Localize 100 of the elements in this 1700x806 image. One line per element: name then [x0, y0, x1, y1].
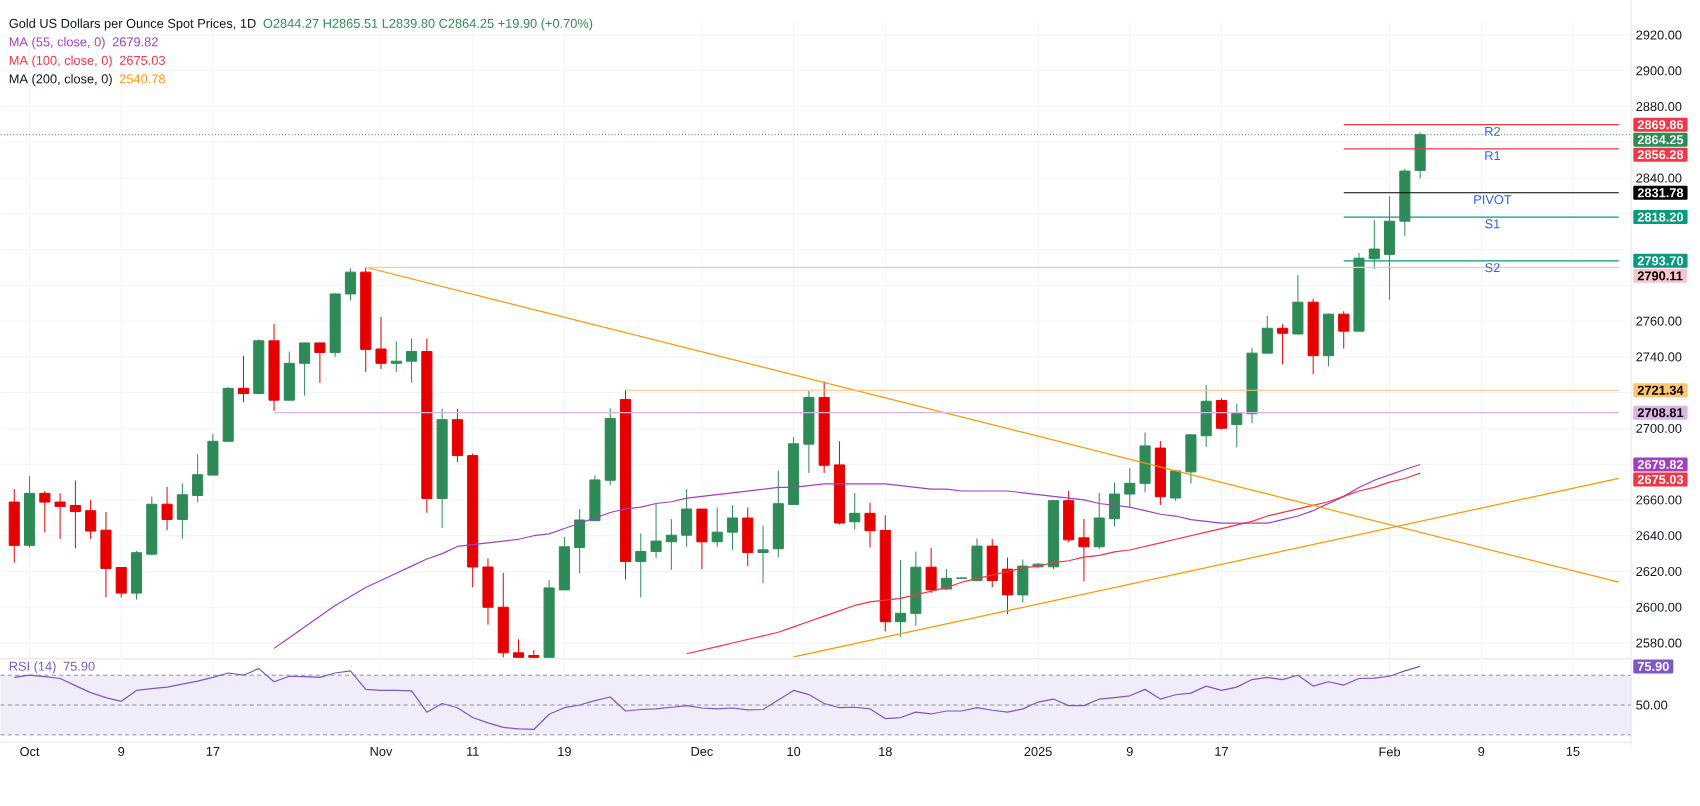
x-tick-label: 9 — [1126, 746, 1133, 756]
candlestick — [237, 355, 250, 403]
candlestick — [1200, 384, 1212, 448]
candlestick — [253, 338, 265, 394]
candlestick — [528, 649, 540, 658]
candlestick — [665, 518, 677, 571]
candlestick — [130, 550, 143, 600]
annotation: 2675.03 — [119, 55, 165, 65]
candlestick — [1093, 492, 1105, 550]
candlestick — [467, 452, 479, 588]
annotation: R1 — [1485, 151, 1500, 160]
candlestick — [360, 266, 372, 373]
y-tick-label: 2600.00 — [1636, 602, 1682, 612]
y-tick-label: 2869.86 — [1637, 120, 1684, 130]
candlestick — [1215, 397, 1228, 430]
candlestick — [1384, 195, 1396, 301]
x-tick-label: 9 — [118, 746, 125, 756]
y-tick-label: 2880.00 — [1636, 101, 1682, 111]
candlestick — [1170, 470, 1182, 502]
candlestick — [1124, 467, 1136, 508]
candlestick — [1246, 347, 1258, 424]
y-tick-label: 2675.03 — [1637, 474, 1684, 484]
x-tick-label: 15 — [1566, 746, 1580, 756]
candlestick — [833, 440, 845, 525]
y-tick-label: 75.90 — [1637, 661, 1669, 671]
candlestick — [161, 486, 173, 531]
candlestick — [1368, 219, 1380, 270]
candlestick — [1154, 440, 1166, 506]
candlestick — [742, 506, 754, 567]
candlestick — [23, 475, 36, 548]
candlestick — [329, 292, 341, 358]
candlestick — [650, 503, 662, 559]
x-tick-label: 11 — [467, 746, 479, 756]
candlestick — [421, 337, 433, 514]
x-tick-label: 9 — [1478, 746, 1485, 756]
y-tick-label: 2920.00 — [1636, 30, 1682, 40]
candlestick — [910, 550, 922, 627]
candlestick — [1277, 323, 1289, 365]
candlestick — [192, 453, 204, 503]
candlestick — [314, 341, 326, 384]
candlestick — [8, 488, 20, 564]
y-tick-label: 2740.00 — [1636, 352, 1682, 362]
x-tick-label: Nov — [370, 746, 393, 756]
series-label: RSI (14) — [9, 661, 56, 674]
candlestick — [1047, 499, 1059, 570]
candlestick — [879, 514, 891, 632]
candlestick — [283, 350, 295, 401]
candlestick — [1108, 481, 1121, 527]
candlestick — [864, 502, 876, 548]
candlestick — [726, 504, 739, 551]
chart-subtitle: O2844.27 H2865.51 L2839.80 C2864.25 +19.90 (+0.70%) — [263, 18, 593, 31]
candlestick — [115, 566, 127, 598]
y-tick-label: 2580.00 — [1636, 638, 1682, 648]
candlestick — [604, 407, 616, 486]
y-tick-label: 2831.78 — [1637, 188, 1684, 198]
candlestick — [1353, 252, 1365, 332]
candlestick — [619, 389, 632, 580]
y-tick-label: 2856.28 — [1637, 150, 1684, 160]
y-tick-label: 2620.00 — [1636, 566, 1682, 576]
candlestick — [1017, 558, 1029, 603]
candlestick — [818, 380, 830, 474]
text: MA (55, close, 0) — [9, 36, 105, 49]
y-tick-label: 2840.00 — [1636, 173, 1682, 183]
y-tick-label: 2700.00 — [1636, 423, 1682, 433]
candlestick — [1322, 312, 1334, 367]
candlestick — [344, 267, 356, 301]
candlestick — [558, 536, 570, 591]
y-tick-label: 2660.00 — [1636, 495, 1682, 505]
candlestick — [69, 479, 81, 549]
y-tick-label: 2793.70 — [1637, 256, 1684, 266]
x-tick-label: 10 — [787, 746, 801, 756]
candlestick — [1261, 315, 1273, 354]
candlestick — [1399, 168, 1411, 237]
x-tick-label: 2025 — [1024, 746, 1052, 756]
annotation: S1 — [1485, 219, 1500, 229]
candlestick — [635, 532, 647, 598]
candlestick — [1002, 556, 1014, 615]
candlestick — [711, 506, 723, 548]
candlestick — [451, 408, 463, 463]
candlestick — [543, 579, 555, 658]
candlestick — [207, 433, 219, 476]
annotation: 2540.78 — [119, 74, 165, 84]
candlestick — [757, 525, 769, 584]
annotation: 75.90 — [63, 661, 95, 671]
y-tick-label: 2760.00 — [1636, 316, 1682, 326]
candlestick — [925, 547, 937, 594]
candlestick — [803, 390, 815, 474]
annotation: R2 — [1485, 126, 1500, 136]
y-tick-label: 2900.00 — [1636, 66, 1682, 76]
candlestick — [512, 638, 525, 658]
candlestick — [497, 572, 509, 658]
candlestick — [986, 538, 998, 588]
candlestick — [176, 482, 188, 540]
y-tick-label: 50.00 — [1636, 700, 1668, 710]
x-tick-label: Oct — [20, 746, 40, 756]
y-tick-label: 2818.20 — [1637, 212, 1684, 222]
candlestick — [895, 559, 907, 638]
y-tick-label: 2721.34 — [1637, 385, 1684, 395]
candlestick — [849, 492, 861, 530]
candlestick — [971, 537, 983, 581]
